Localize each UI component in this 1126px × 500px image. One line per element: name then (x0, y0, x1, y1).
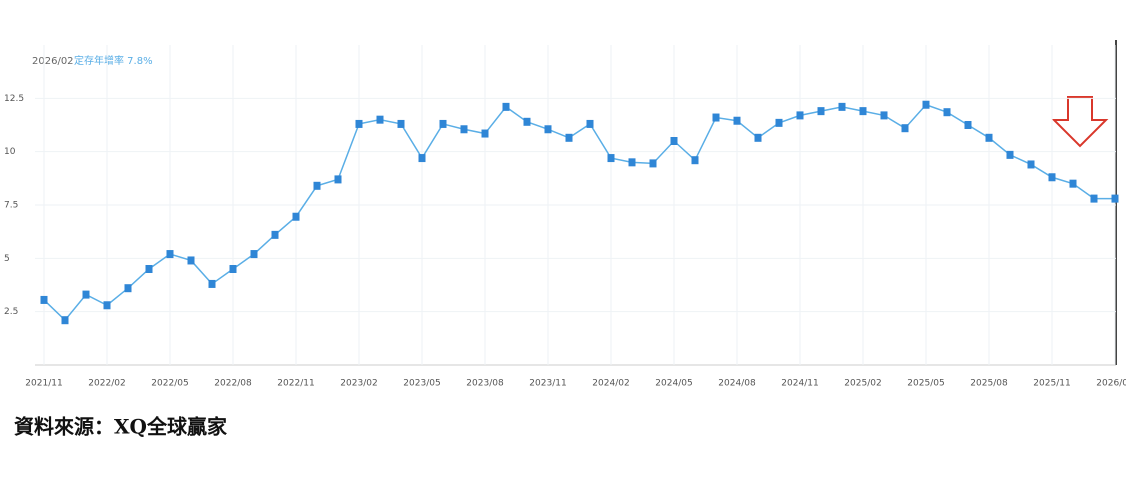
data-point (901, 124, 909, 133)
x-tick-label: 2025/11 (1033, 379, 1070, 389)
data-point (1111, 194, 1119, 203)
data-point (397, 119, 405, 128)
data-point (376, 115, 384, 124)
data-point (838, 102, 846, 111)
data-point (754, 133, 762, 142)
data-point (1090, 194, 1098, 203)
data-point (250, 250, 258, 259)
x-tick-label: 2025/05 (907, 379, 944, 389)
legend-entry: 定存年增率 7.8% (74, 54, 153, 67)
arrow-annotation (1051, 96, 1109, 148)
data-point (733, 116, 741, 125)
x-tick-label: 2022/02 (88, 379, 125, 389)
data-point (460, 125, 468, 134)
data-point (985, 133, 993, 142)
data-point (607, 154, 615, 163)
data-point (418, 154, 426, 163)
data-point (1048, 173, 1056, 182)
data-point (880, 111, 888, 120)
data-point (523, 117, 531, 126)
data-point (565, 133, 573, 142)
y-tick-label: 10 (4, 147, 16, 157)
data-point (817, 107, 825, 116)
data-point (229, 265, 237, 273)
data-point (334, 175, 342, 184)
data-point (775, 118, 783, 127)
data-point (271, 230, 279, 239)
data-point (712, 113, 720, 122)
x-tick-label: 2025/02 (844, 379, 881, 389)
y-tick-label: 5 (4, 254, 10, 264)
x-tick-label: 2022/05 (151, 379, 188, 389)
x-tick-label: 2025/08 (970, 379, 1008, 389)
data-point (355, 119, 363, 128)
data-point (187, 256, 195, 265)
x-tick-label: 2024/08 (718, 379, 756, 389)
series-line (43, 103, 1115, 322)
data-point (649, 159, 657, 168)
data-point (502, 102, 510, 111)
data-point (859, 107, 867, 116)
data-point (1027, 160, 1035, 169)
data-point (481, 129, 489, 138)
data-point (796, 111, 804, 120)
x-tick-label: 2023/05 (403, 379, 440, 389)
data-point (691, 156, 699, 165)
source-note: 資料來源：XQ全球贏家 (14, 415, 228, 439)
data-point (1069, 179, 1077, 188)
data-point (943, 108, 951, 117)
data-point (544, 125, 552, 134)
data-point (166, 250, 174, 259)
y-tick-label: 12.5 (4, 94, 24, 104)
data-point (586, 119, 594, 128)
data-point (670, 137, 678, 145)
legend-date: 2026/02 (32, 56, 74, 67)
x-tick-label: 2023/11 (529, 379, 566, 389)
x-tick-label: 2026/02 (1096, 379, 1126, 389)
y-tick-label: 2.5 (4, 307, 18, 317)
y-tick-label: 7.5 (4, 201, 18, 211)
x-tick-label: 2024/05 (655, 379, 692, 389)
data-point (922, 100, 930, 109)
x-tick-label: 2021/11 (25, 379, 62, 389)
data-point (313, 181, 321, 190)
plot-background (0, 30, 1126, 370)
data-point (1006, 150, 1014, 159)
data-point (124, 284, 132, 293)
x-tick-label: 2024/11 (781, 379, 818, 389)
data-point (964, 121, 972, 129)
x-tick-label: 2023/08 (466, 379, 504, 389)
x-tick-label: 2023/02 (340, 379, 377, 389)
data-point (439, 119, 447, 128)
x-tick-label: 2022/08 (214, 379, 252, 389)
data-point (103, 301, 111, 310)
x-tick-label: 2024/02 (592, 379, 629, 389)
data-point (145, 265, 153, 273)
x-tick-label: 2022/11 (277, 379, 314, 389)
data-point (292, 212, 300, 221)
data-point (628, 158, 636, 167)
data-point (82, 290, 90, 299)
data-point (40, 295, 48, 304)
data-point (208, 279, 216, 288)
data-point (61, 316, 69, 325)
